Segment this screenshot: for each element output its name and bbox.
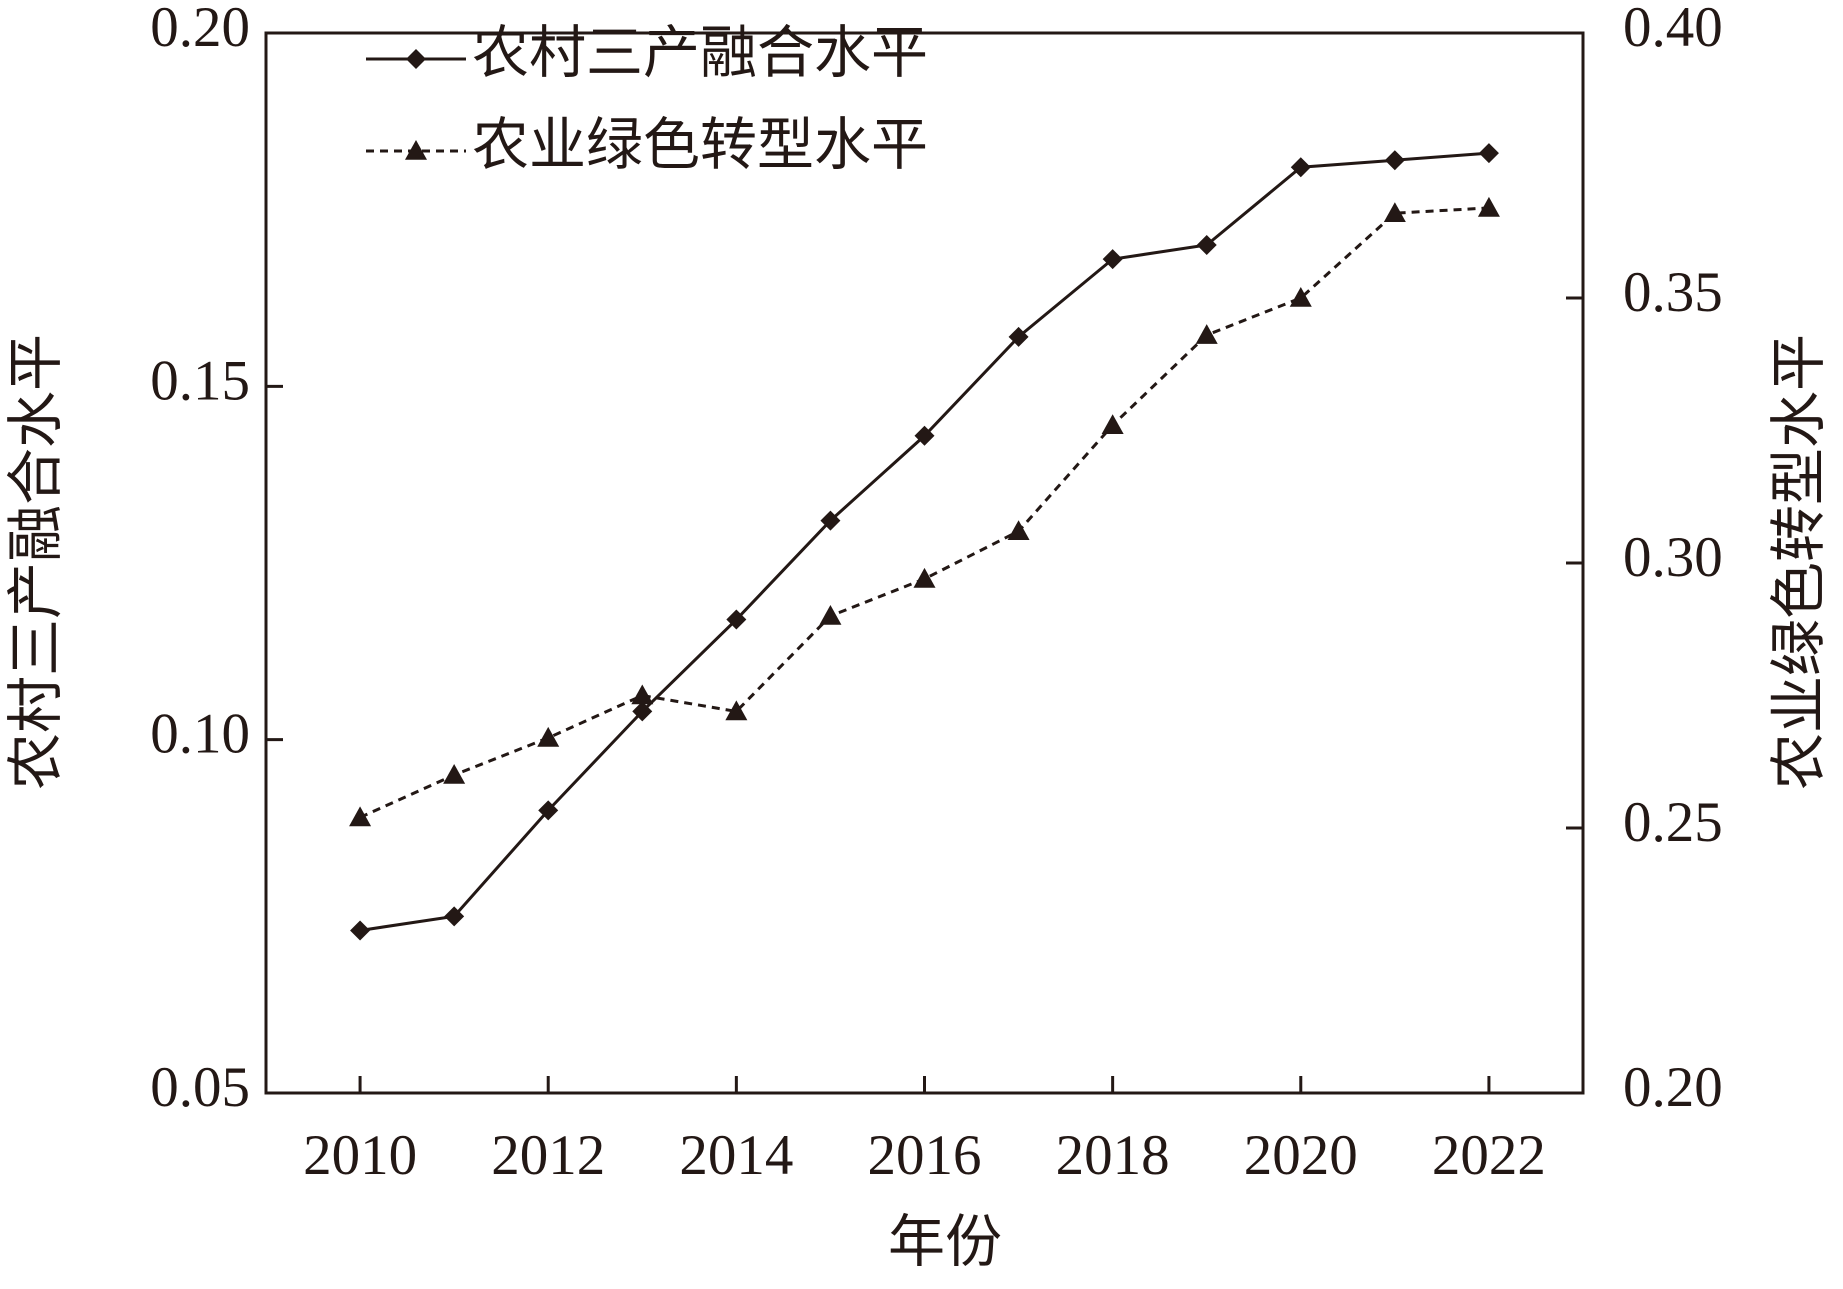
x-tick-label: 2012 [491,1124,605,1187]
diamond-marker [820,510,841,531]
triangle-marker [443,764,466,784]
series-line [359,206,1490,819]
y2-axis-title: 农业绿色转型水平 [1768,334,1831,790]
x-tick-label: 2020 [1244,1124,1358,1187]
y2-tick-label: 0.40 [1623,0,1723,59]
diamond-marker [538,800,559,821]
y2-tick-label: 0.30 [1623,526,1723,589]
y-tick-label: 0.10 [150,703,250,766]
diamond-marker [1196,235,1217,255]
triangle-marker [819,605,842,625]
diamond-marker [444,906,465,927]
x-axis-title: 年份 [888,1211,1002,1274]
y2-tick-label: 0.35 [1623,261,1723,324]
y-tick-label: 0.15 [150,349,250,412]
x-tick-label: 2010 [303,1124,417,1187]
triangle-marker [725,700,748,721]
triangle-marker [349,806,372,827]
diamond-marker [1478,143,1499,164]
legend-marker [406,49,426,69]
triangle-marker [537,726,560,747]
diamond-marker [1102,249,1123,270]
legend-label: 农业绿色转型水平 [472,114,928,177]
y-tick-label: 0.05 [150,1056,250,1119]
x-tick-label: 2016 [868,1124,982,1187]
y2-tick-label: 0.20 [1623,1056,1723,1119]
triangle-marker [1101,414,1124,434]
diamond-marker [632,701,653,722]
triangle-marker [1289,287,1312,307]
diamond-marker [726,609,747,630]
triangle-marker [1383,202,1406,222]
triangle-marker [913,567,936,588]
x-tick-label: 2018 [1056,1124,1170,1187]
diamond-marker [914,425,935,446]
diamond-marker [1008,326,1029,347]
series-line [359,151,1490,932]
diamond-marker [1384,150,1405,171]
triangle-marker [1007,520,1030,540]
triangle-marker [631,684,654,705]
diamond-marker [1290,157,1311,178]
legend-label: 农村三产融合水平 [472,22,928,85]
triangle-marker [1195,324,1218,344]
x-tick-label: 2014 [679,1124,793,1187]
legend-marker [405,140,427,160]
triangle-marker [1477,196,1500,217]
y2-tick-label: 0.25 [1623,791,1723,854]
y-tick-label: 0.20 [150,0,250,59]
diamond-marker [350,920,371,941]
y-axis-title: 农村三产融合水平 [5,334,68,790]
x-tick-label: 2022 [1432,1124,1546,1187]
plot-frame [264,31,1585,1095]
